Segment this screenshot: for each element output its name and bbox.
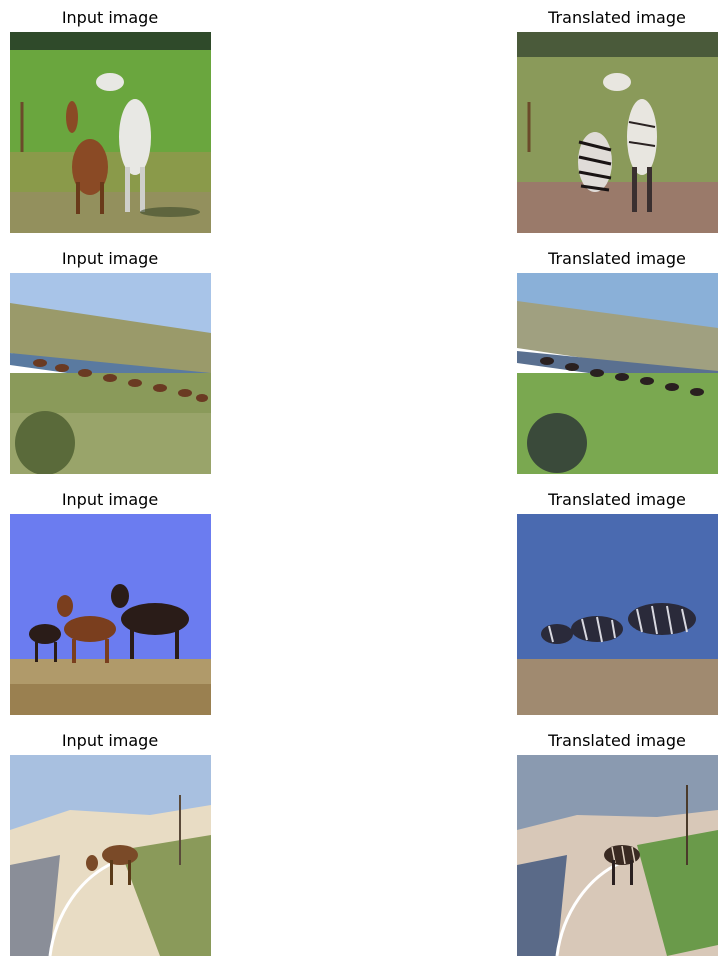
input-image-horses-river — [10, 273, 211, 474]
input-image-running-horses — [10, 514, 211, 715]
translated-image-striped-herd — [517, 273, 718, 474]
input-image-title: Input image — [61, 8, 159, 27]
translated-image-title: Translated image — [548, 249, 686, 268]
input-image-title: Input image — [61, 249, 159, 268]
translated-image-zebra-meadow — [517, 32, 718, 233]
input-image-horses-meadow — [10, 32, 211, 233]
translated-image-title: Translated image — [548, 490, 686, 509]
input-image-horse-beach-road — [10, 755, 211, 956]
translated-image-striped-running — [517, 514, 718, 715]
input-image-title: Input image — [61, 731, 159, 750]
translated-image-title: Translated image — [548, 731, 686, 750]
translated-image-striped-beach-road — [517, 755, 718, 956]
input-image-title: Input image — [61, 490, 159, 509]
translated-image-title: Translated image — [548, 8, 686, 27]
